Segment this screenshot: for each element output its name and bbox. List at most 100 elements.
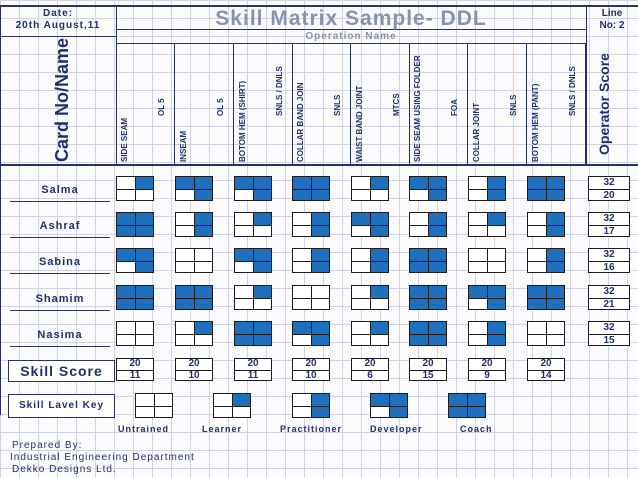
cell-divider [117, 224, 153, 226]
line-number: No: 2 [599, 20, 625, 31]
cell-divider [117, 333, 153, 335]
skill-cell [311, 177, 329, 189]
operation-name: BOTOM HEM (PANT) [531, 83, 540, 162]
skill-cell [352, 249, 370, 261]
skill-cell [135, 213, 153, 225]
skill-cell [352, 286, 370, 298]
operator-score-max: 32 [589, 322, 629, 335]
skill-cell [428, 286, 446, 298]
cell-divider [235, 224, 271, 226]
skill-cell [449, 405, 467, 417]
operator-score-max: 32 [589, 177, 629, 190]
skill-cell [487, 297, 505, 309]
skill-cell [410, 322, 428, 334]
skill-cell [428, 213, 446, 225]
skill-score-cell: 20 10 [292, 358, 330, 381]
skill-cell [293, 322, 311, 334]
skill-box [527, 285, 565, 310]
skill-cell [469, 322, 487, 334]
skill-cell [370, 298, 388, 310]
skill-cell [528, 249, 546, 261]
skill-box [234, 248, 272, 273]
skill-box [351, 285, 389, 310]
skill-cell [135, 286, 153, 298]
skill-cell [428, 260, 446, 272]
skill-cell [528, 286, 546, 298]
operator-name: Salma [41, 184, 79, 196]
skill-cell [235, 322, 253, 334]
header-bottom-border [0, 164, 638, 166]
skill-score-max: 20 [469, 359, 505, 371]
skill-cell [370, 334, 388, 346]
skill-cell [546, 177, 564, 189]
skill-cell [370, 177, 388, 189]
skill-cell [546, 188, 564, 200]
right-column-divider [586, 5, 587, 165]
skill-score-label: Skill Score [8, 360, 115, 382]
key-swatch [448, 393, 486, 418]
cell-divider [176, 188, 212, 190]
skill-cell [194, 286, 212, 298]
operation-name: SIDE SEAM [120, 117, 129, 162]
skill-level-key-box [8, 394, 115, 418]
skill-cell [194, 177, 212, 189]
skill-cell [467, 394, 485, 406]
card-no-name-header: Card No/Name [52, 37, 72, 162]
skill-box [409, 176, 447, 201]
key-swatch [370, 393, 408, 418]
skill-cell [469, 249, 487, 261]
skill-cell [546, 297, 564, 309]
left-column-divider [116, 5, 117, 165]
skill-box [468, 321, 506, 346]
operator-name: Shamim [35, 293, 85, 305]
operation-divider [116, 43, 586, 44]
department-name: Industrial Engineering Department [10, 452, 195, 463]
skill-cell [311, 333, 329, 345]
key-level-label: Practitioner [280, 424, 343, 434]
skill-cell [232, 394, 250, 406]
operator-score: 32 16 [588, 248, 630, 273]
skill-cell [253, 260, 271, 272]
cell-divider [352, 260, 388, 262]
skill-cell [293, 334, 311, 346]
skill-cell [487, 177, 505, 189]
skill-cell [410, 297, 428, 309]
skill-score-cell: 20 9 [468, 358, 506, 381]
skill-cell [428, 224, 446, 236]
skill-cell [135, 322, 153, 334]
skill-cell [311, 298, 329, 310]
skill-box [468, 248, 506, 273]
skill-score-max: 20 [117, 359, 153, 371]
skill-cell [253, 333, 271, 345]
operator-score-value: 17 [603, 226, 615, 237]
skill-cell [428, 177, 446, 189]
skill-box [175, 212, 213, 237]
skill-cell [410, 249, 428, 261]
skill-cell [370, 249, 388, 261]
skill-score-cell: 20 6 [351, 358, 389, 381]
skill-cell [253, 188, 271, 200]
skill-cell [469, 261, 487, 273]
skill-box [468, 285, 506, 310]
skill-cell [253, 286, 271, 298]
skill-cell [253, 213, 271, 225]
skill-score-value: 11 [129, 370, 141, 381]
skill-cell [235, 225, 253, 237]
skill-cell [293, 213, 311, 225]
operation-column-divider [174, 43, 175, 165]
skill-cell [293, 394, 311, 406]
skill-cell [469, 334, 487, 346]
skill-score-max: 20 [293, 359, 329, 371]
operation-column-divider [233, 43, 234, 165]
skill-cell [410, 333, 428, 345]
skill-score-value: 6 [367, 370, 373, 381]
operator-score: 32 17 [588, 212, 630, 237]
skill-cell [467, 405, 485, 417]
skill-box [175, 321, 213, 346]
skill-box [116, 248, 154, 273]
skill-score-cell: 20 14 [527, 358, 565, 381]
skill-cell [214, 406, 232, 418]
skill-cell [135, 297, 153, 309]
skill-cell [469, 189, 487, 201]
